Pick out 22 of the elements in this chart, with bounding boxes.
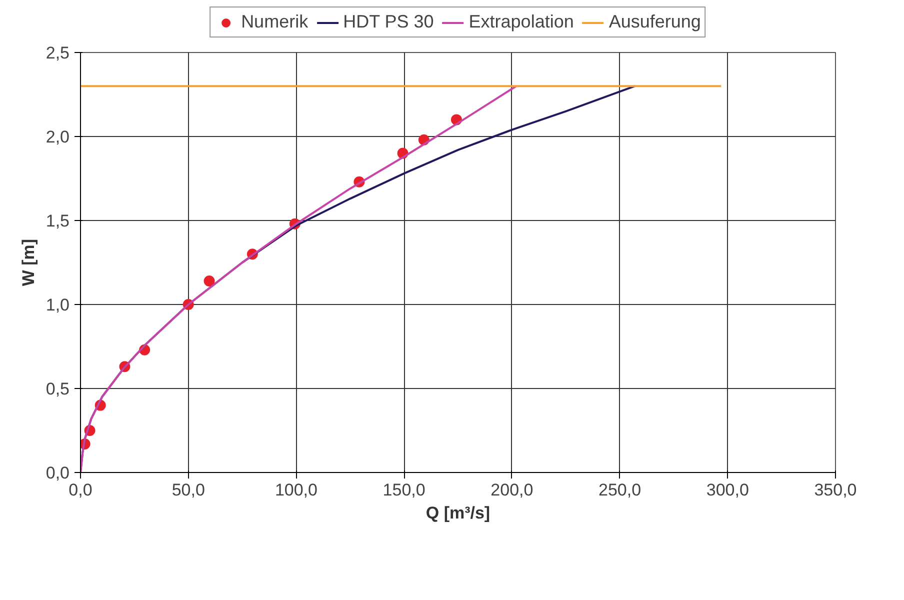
x-tick-label: 300,0 — [706, 480, 749, 500]
legend-label: Numerik — [241, 12, 308, 32]
y-axis-title: W [m] — [18, 238, 38, 286]
y-tick-label: 0,0 — [46, 464, 70, 482]
x-tick-label: 50,0 — [172, 480, 205, 500]
x-tick-label: 100,0 — [274, 480, 318, 500]
y-tick-label: 2,5 — [46, 44, 70, 62]
x-tick-label: 350,0 — [814, 480, 857, 500]
legend-label: HDT PS 30 — [343, 12, 434, 32]
x-tick-label: 0,0 — [68, 480, 92, 500]
x-axis-title: Q [m³/s] — [426, 504, 490, 522]
y-tick-label: 1,0 — [46, 296, 70, 314]
y-tick-label: 1,5 — [46, 212, 70, 230]
x-tick-label: 200,0 — [490, 480, 534, 500]
x-tick-label: 150,0 — [382, 480, 426, 500]
y-tick-label: 0,5 — [46, 380, 70, 398]
legend-label: Ausuferung — [608, 12, 701, 32]
line-series — [80, 85, 518, 472]
legend-label: Extrapolation — [468, 12, 574, 32]
point — [204, 275, 215, 286]
x-tick-label: 250,0 — [598, 480, 642, 500]
y-tick-label: 2,0 — [46, 128, 70, 146]
